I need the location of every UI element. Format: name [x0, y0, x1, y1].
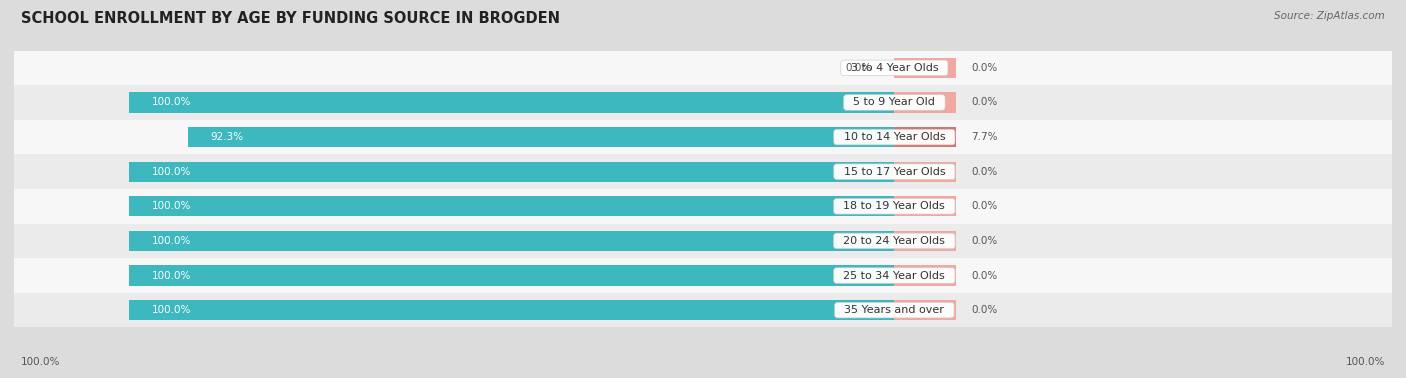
Bar	[894, 231, 956, 251]
Text: 5 to 9 Year Old: 5 to 9 Year Old	[846, 98, 942, 107]
Text: 0.0%: 0.0%	[972, 98, 997, 107]
Text: Source: ZipAtlas.com: Source: ZipAtlas.com	[1274, 11, 1385, 21]
Bar	[14, 189, 1406, 224]
Text: 100.0%: 100.0%	[21, 357, 60, 367]
Bar	[14, 120, 1406, 154]
Bar	[14, 85, 1406, 120]
Bar	[14, 293, 1406, 327]
Bar	[894, 196, 956, 216]
Bar	[894, 58, 956, 78]
Text: 0.0%: 0.0%	[972, 305, 997, 315]
Text: 100.0%: 100.0%	[152, 236, 191, 246]
Text: 0.0%: 0.0%	[972, 271, 997, 280]
Text: 25 to 34 Year Olds: 25 to 34 Year Olds	[837, 271, 952, 280]
Text: 3 to 4 Year Olds: 3 to 4 Year Olds	[844, 63, 945, 73]
Bar	[129, 162, 894, 182]
Bar	[129, 265, 894, 285]
Text: 100.0%: 100.0%	[152, 305, 191, 315]
Text: 15 to 17 Year Olds: 15 to 17 Year Olds	[837, 167, 952, 177]
Bar	[894, 162, 956, 182]
Text: 92.3%: 92.3%	[211, 132, 243, 142]
Bar	[894, 127, 956, 147]
Text: 18 to 19 Year Olds: 18 to 19 Year Olds	[837, 201, 952, 211]
Bar	[894, 93, 956, 113]
Bar	[894, 300, 956, 320]
Text: 100.0%: 100.0%	[152, 167, 191, 177]
Text: 100.0%: 100.0%	[152, 98, 191, 107]
Text: SCHOOL ENROLLMENT BY AGE BY FUNDING SOURCE IN BROGDEN: SCHOOL ENROLLMENT BY AGE BY FUNDING SOUR…	[21, 11, 560, 26]
Bar	[129, 231, 894, 251]
Bar	[14, 224, 1406, 258]
Text: 0.0%: 0.0%	[972, 201, 997, 211]
Text: 35 Years and over: 35 Years and over	[838, 305, 952, 315]
Text: 100.0%: 100.0%	[1346, 357, 1385, 367]
Bar	[129, 93, 894, 113]
Text: 100.0%: 100.0%	[152, 201, 191, 211]
Bar	[129, 300, 894, 320]
Text: 10 to 14 Year Olds: 10 to 14 Year Olds	[837, 132, 952, 142]
Text: 0.0%: 0.0%	[845, 63, 872, 73]
Bar	[188, 127, 894, 147]
Bar	[14, 51, 1406, 85]
Text: 0.0%: 0.0%	[972, 236, 997, 246]
Text: 0.0%: 0.0%	[972, 63, 997, 73]
Text: 100.0%: 100.0%	[152, 271, 191, 280]
Bar	[894, 265, 956, 285]
Bar	[14, 258, 1406, 293]
Text: 7.7%: 7.7%	[972, 132, 997, 142]
Text: 20 to 24 Year Olds: 20 to 24 Year Olds	[837, 236, 952, 246]
Text: 0.0%: 0.0%	[972, 167, 997, 177]
Bar	[14, 154, 1406, 189]
Bar	[129, 196, 894, 216]
